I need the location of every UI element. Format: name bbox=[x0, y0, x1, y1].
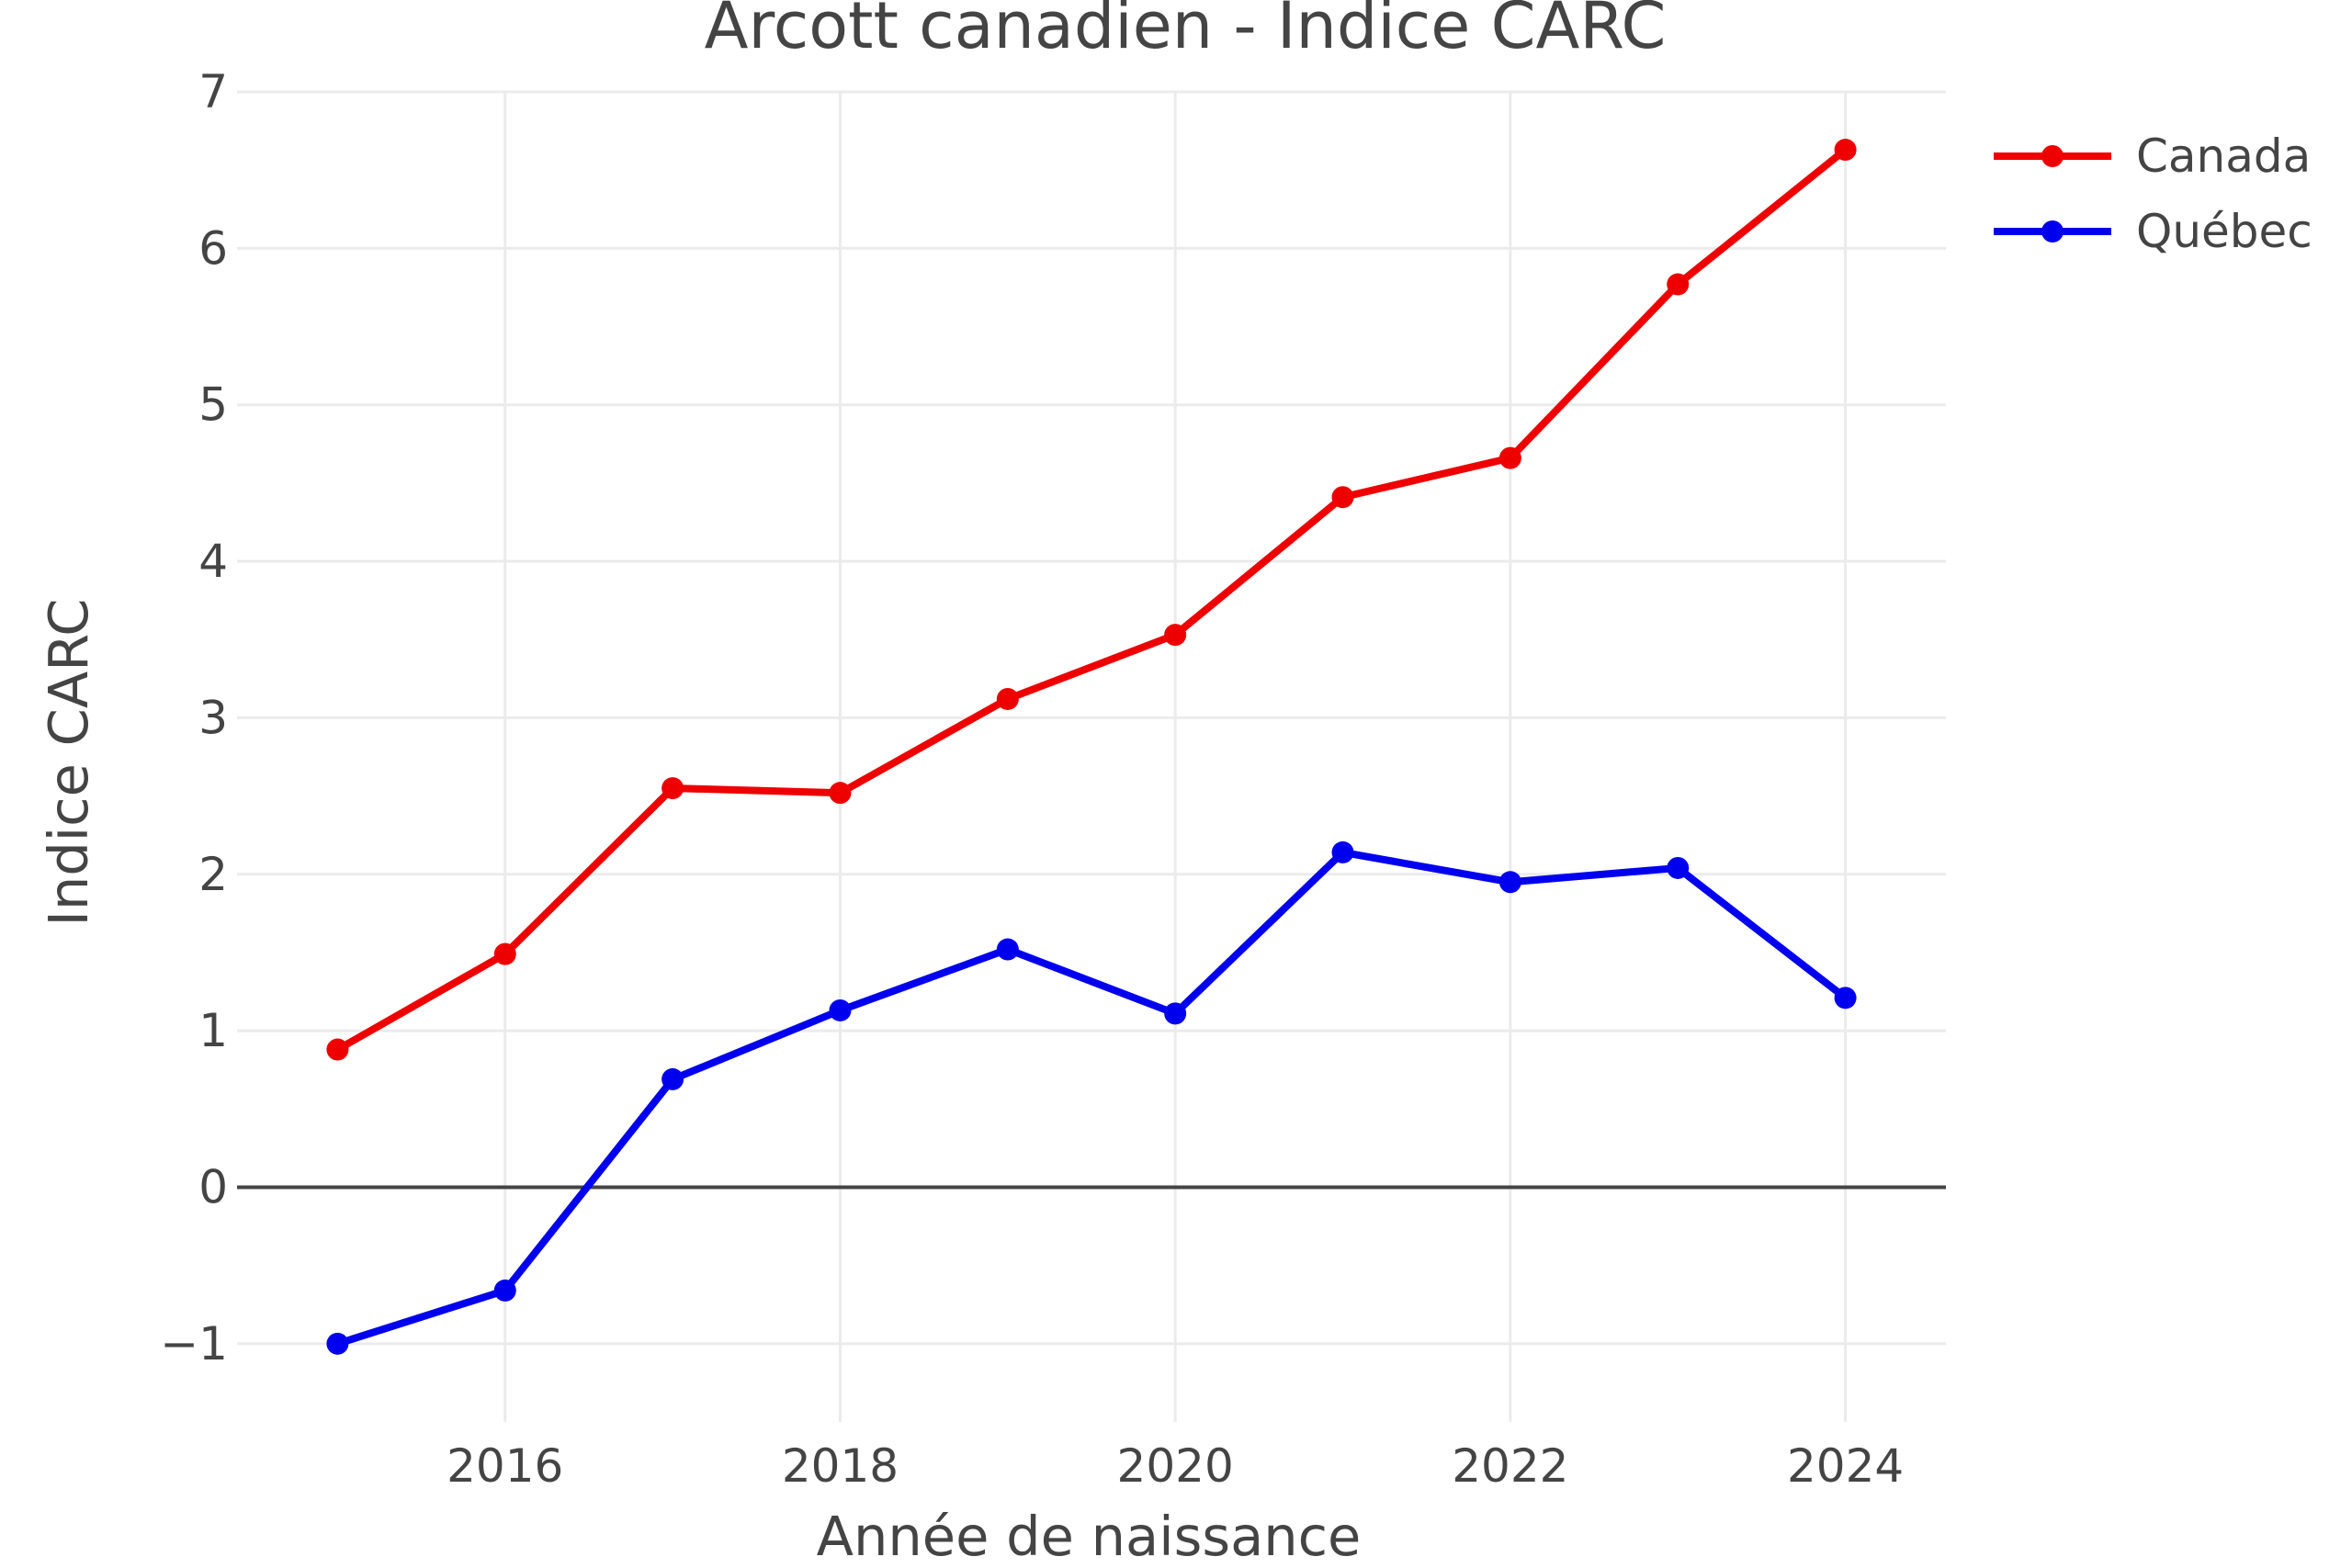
legend-label: Québec bbox=[2136, 205, 2312, 258]
data-point bbox=[1331, 486, 1354, 509]
y-tick-label: 0 bbox=[198, 1160, 228, 1213]
y-axis-ticks: −1 0 1 2 3 4 5 6 7 bbox=[160, 65, 228, 1371]
chart-title: Arcott canadien - Indice CARC bbox=[705, 0, 1667, 63]
gridlines bbox=[237, 90, 1946, 1422]
x-tick-label: 2018 bbox=[782, 1439, 899, 1493]
data-point bbox=[1834, 139, 1857, 162]
x-tick-label: 2016 bbox=[447, 1439, 563, 1493]
data-point bbox=[829, 998, 852, 1021]
data-point bbox=[326, 1038, 349, 1061]
data-point bbox=[1667, 273, 1690, 296]
data-point bbox=[1667, 856, 1690, 879]
legend-marker bbox=[2041, 145, 2064, 167]
y-tick-label: 1 bbox=[198, 1004, 228, 1057]
y-tick-label: 2 bbox=[198, 848, 228, 901]
data-point bbox=[1331, 840, 1354, 863]
series-quebec bbox=[326, 840, 1857, 1355]
data-point bbox=[1834, 987, 1857, 1010]
legend: Canada Québec bbox=[1994, 130, 2312, 258]
data-point bbox=[996, 687, 1019, 710]
data-point bbox=[996, 938, 1019, 961]
x-tick-label: 2024 bbox=[1787, 1439, 1904, 1493]
data-point bbox=[829, 782, 852, 805]
data-point bbox=[493, 1279, 516, 1302]
x-axis-ticks: 2016 2018 2020 2022 2024 bbox=[447, 1439, 1904, 1493]
data-point bbox=[1498, 446, 1521, 469]
data-point bbox=[1164, 1002, 1187, 1025]
data-point bbox=[1498, 871, 1521, 894]
series-lines bbox=[326, 139, 1857, 1355]
series-line bbox=[336, 848, 1849, 1348]
legend-item: Canada bbox=[1994, 130, 2311, 183]
y-tick-label: −1 bbox=[160, 1317, 228, 1371]
series-canada bbox=[326, 139, 1857, 1061]
y-tick-label: 6 bbox=[198, 221, 228, 275]
legend-item: Québec bbox=[1994, 205, 2312, 258]
y-tick-label: 5 bbox=[198, 378, 228, 432]
y-axis-title: Indice CARC bbox=[37, 599, 100, 927]
series-line bbox=[335, 146, 1849, 1054]
data-point bbox=[493, 942, 516, 965]
y-tick-label: 3 bbox=[198, 691, 228, 744]
data-point bbox=[1164, 624, 1187, 647]
data-point bbox=[662, 1067, 684, 1090]
x-tick-label: 2020 bbox=[1117, 1439, 1234, 1493]
legend-marker bbox=[2041, 220, 2064, 243]
data-point bbox=[662, 777, 684, 800]
data-point bbox=[326, 1332, 349, 1355]
y-tick-label: 4 bbox=[198, 535, 228, 588]
legend-label: Canada bbox=[2136, 130, 2311, 183]
x-tick-label: 2022 bbox=[1452, 1439, 1568, 1493]
x-axis-title: Année de naissance bbox=[817, 1505, 1362, 1568]
y-tick-label: 7 bbox=[198, 65, 228, 118]
